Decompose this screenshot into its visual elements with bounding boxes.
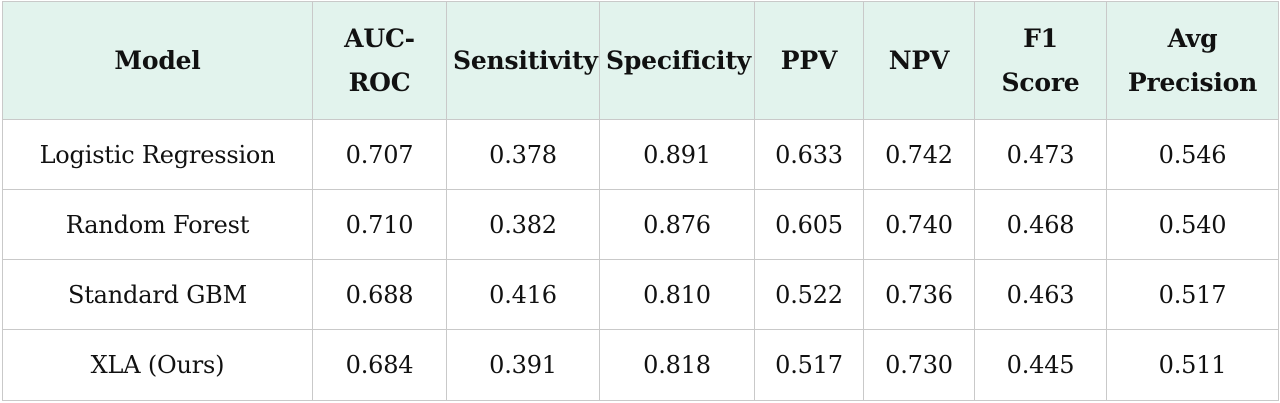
cell-f1-score: 0.463 bbox=[974, 259, 1107, 330]
header-model-label: Model bbox=[114, 45, 201, 75]
cell-npv: 0.742 bbox=[863, 119, 975, 190]
cell-auc-roc: 0.688 bbox=[312, 259, 447, 330]
header-ppv: PPV bbox=[754, 1, 864, 120]
header-npv-label: NPV bbox=[888, 45, 950, 75]
cell-model: Standard GBM bbox=[2, 259, 313, 330]
cell-sensitivity: 0.391 bbox=[446, 329, 600, 401]
cell-specificity: 0.891 bbox=[599, 119, 755, 190]
cell-f1-score: 0.445 bbox=[974, 329, 1107, 401]
cell-ppv: 0.633 bbox=[754, 119, 864, 190]
cell-npv: 0.730 bbox=[863, 329, 975, 401]
header-specificity: Specificity bbox=[599, 1, 755, 120]
table-row: Standard GBM 0.688 0.416 0.810 0.522 0.7… bbox=[2, 259, 1279, 330]
cell-model: XLA (Ours) bbox=[2, 329, 313, 401]
cell-avg-precision: 0.517 bbox=[1106, 259, 1279, 330]
header-specificity-label: Specificity bbox=[606, 45, 752, 75]
header-npv: NPV bbox=[863, 1, 975, 120]
table-body: Logistic Regression 0.707 0.378 0.891 0.… bbox=[2, 119, 1279, 401]
header-ppv-label: PPV bbox=[780, 45, 838, 75]
cell-specificity: 0.810 bbox=[599, 259, 755, 330]
cell-ppv: 0.605 bbox=[754, 189, 864, 260]
header-sensitivity: Sensitivity bbox=[446, 1, 600, 120]
header-auc-roc-label: AUC- ROC bbox=[344, 23, 415, 97]
header-avg-precision-label: Avg Precision bbox=[1127, 23, 1258, 97]
table-header: Model AUC- ROC Sensitivity Specificity P… bbox=[2, 1, 1279, 120]
cell-auc-roc: 0.710 bbox=[312, 189, 447, 260]
header-sensitivity-label: Sensitivity bbox=[453, 45, 598, 75]
cell-sensitivity: 0.416 bbox=[446, 259, 600, 330]
cell-sensitivity: 0.378 bbox=[446, 119, 600, 190]
header-row: Model AUC- ROC Sensitivity Specificity P… bbox=[2, 1, 1279, 120]
cell-npv: 0.736 bbox=[863, 259, 975, 330]
cell-specificity: 0.818 bbox=[599, 329, 755, 401]
cell-npv: 0.740 bbox=[863, 189, 975, 260]
cell-f1-score: 0.468 bbox=[974, 189, 1107, 260]
table-row: Logistic Regression 0.707 0.378 0.891 0.… bbox=[2, 119, 1279, 190]
cell-specificity: 0.876 bbox=[599, 189, 755, 260]
table-row: Random Forest 0.710 0.382 0.876 0.605 0.… bbox=[2, 189, 1279, 260]
header-auc-roc: AUC- ROC bbox=[312, 1, 447, 120]
cell-auc-roc: 0.707 bbox=[312, 119, 447, 190]
cell-f1-score: 0.473 bbox=[974, 119, 1107, 190]
cell-auc-roc: 0.684 bbox=[312, 329, 447, 401]
table-row: XLA (Ours) 0.684 0.391 0.818 0.517 0.730… bbox=[2, 329, 1279, 401]
cell-avg-precision: 0.546 bbox=[1106, 119, 1279, 190]
header-model: Model bbox=[2, 1, 313, 120]
header-f1-score: F1 Score bbox=[974, 1, 1107, 120]
cell-model: Logistic Regression bbox=[2, 119, 313, 190]
cell-avg-precision: 0.540 bbox=[1106, 189, 1279, 260]
cell-model: Random Forest bbox=[2, 189, 313, 260]
header-avg-precision: Avg Precision bbox=[1106, 1, 1279, 120]
header-f1-score-label: F1 Score bbox=[1001, 23, 1080, 97]
cell-sensitivity: 0.382 bbox=[446, 189, 600, 260]
cell-ppv: 0.522 bbox=[754, 259, 864, 330]
cell-ppv: 0.517 bbox=[754, 329, 864, 401]
cell-avg-precision: 0.511 bbox=[1106, 329, 1279, 401]
